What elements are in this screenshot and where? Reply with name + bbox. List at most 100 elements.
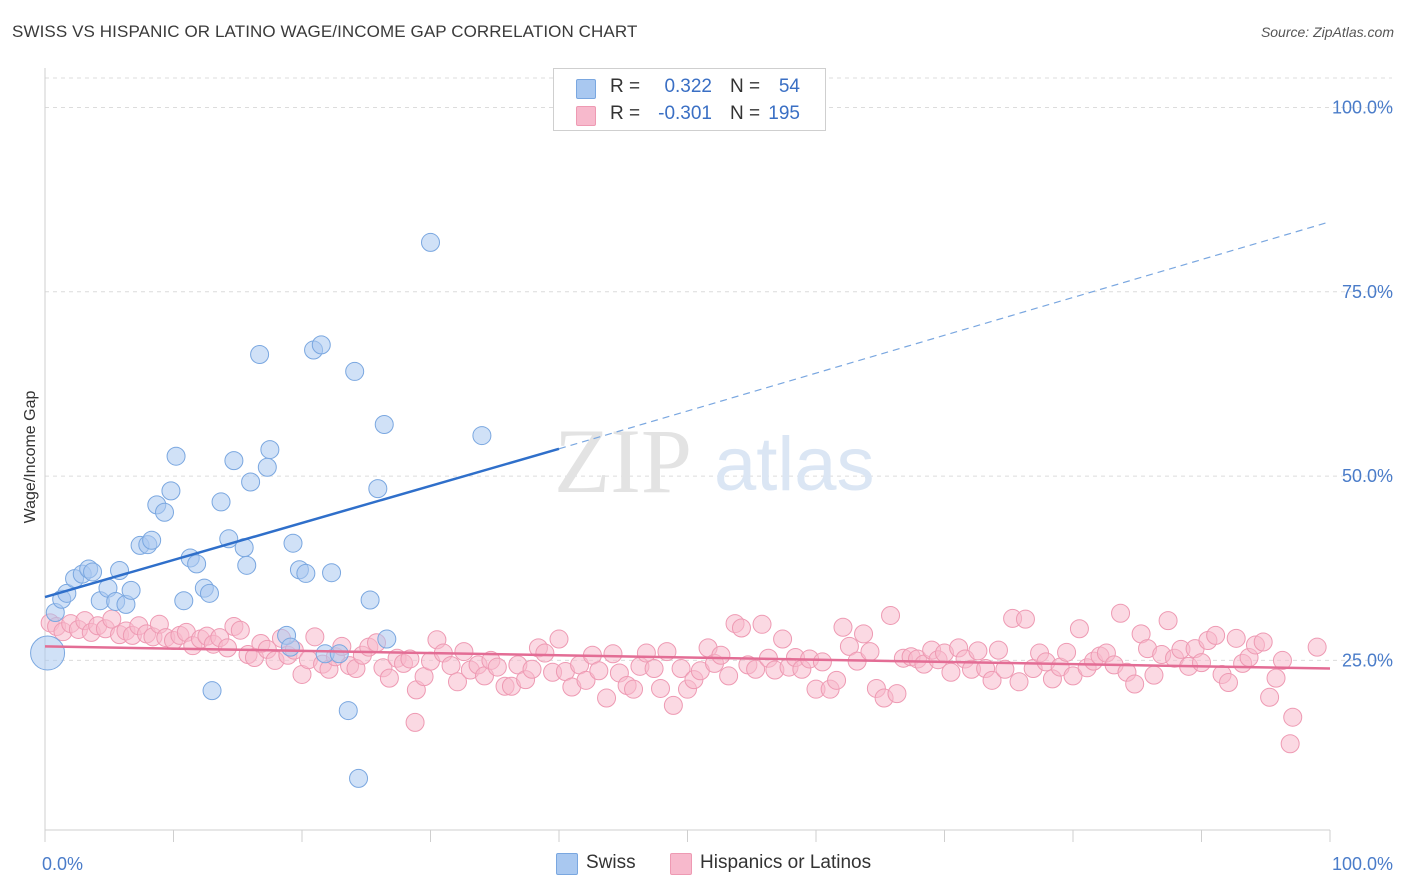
hispanic-point <box>827 670 847 690</box>
hispanic-point <box>812 652 832 672</box>
hispanic-point <box>711 645 731 665</box>
hispanic-point <box>522 659 542 679</box>
hispanic-point <box>995 659 1015 679</box>
hispanic-point <box>644 659 664 679</box>
swiss-point <box>121 580 141 600</box>
hispanic-point <box>860 642 880 662</box>
hispanic-point <box>379 668 399 688</box>
hispanic-point <box>1057 642 1077 662</box>
swiss-point <box>338 701 358 721</box>
series-hispanics-points <box>40 603 1327 754</box>
hispanic-point <box>1158 611 1178 631</box>
watermark-atlas: atlas <box>714 422 875 507</box>
hispanic-point <box>833 617 853 637</box>
hispanic-point <box>603 644 623 664</box>
hispanic-point <box>549 629 569 649</box>
swiss-point <box>199 583 219 603</box>
hispanic-point <box>746 659 766 679</box>
hispanic-point <box>400 649 420 669</box>
hispanic-point <box>589 661 609 681</box>
watermark-zip: ZIP <box>554 410 692 512</box>
hispanic-point <box>1253 632 1273 652</box>
chart-title: SWISS VS HISPANIC OR LATINO WAGE/INCOME … <box>12 22 638 41</box>
swiss-point <box>237 555 257 575</box>
hispanic-point <box>1226 628 1246 648</box>
legend-n-value: 54 <box>778 76 800 97</box>
legend-n-value: 195 <box>768 103 800 124</box>
legend-swatch-hispanics <box>670 853 692 875</box>
hispanic-point <box>102 609 122 629</box>
hispanic-point <box>441 656 461 676</box>
hispanic-point <box>1266 668 1286 688</box>
swiss-point <box>322 563 342 583</box>
swiss-point <box>187 554 207 574</box>
hispanic-point <box>731 618 751 638</box>
swiss-trend-extension <box>558 221 1331 450</box>
hispanic-point <box>854 624 874 644</box>
swiss-point <box>161 481 181 501</box>
swiss-point <box>260 440 280 460</box>
hispanic-point <box>887 684 907 704</box>
swiss-point <box>311 335 331 355</box>
trend-lines <box>44 221 1331 670</box>
swiss-point <box>174 591 194 611</box>
hispanic-point <box>651 678 671 698</box>
hispanic-point <box>447 672 467 692</box>
legend-label-hispanics: Hispanics or Latinos <box>700 852 872 873</box>
legend-row-hispanics: R = -0.301 N = 195 <box>554 101 825 127</box>
y-tick-label: 25.0% <box>1342 650 1393 670</box>
hispanic-point <box>1063 666 1083 686</box>
y-tick-label: 100.0% <box>1332 97 1393 117</box>
swiss-point <box>421 232 440 252</box>
source-credit: Source: ZipAtlas.com <box>1260 24 1394 40</box>
hispanic-point <box>1192 653 1211 673</box>
hispanic-point <box>1111 603 1131 623</box>
hispanic-point <box>1280 734 1300 754</box>
swiss-trend-line <box>44 447 560 599</box>
swiss-point <box>280 637 300 657</box>
swiss-point <box>224 451 244 471</box>
swiss-point <box>329 644 349 664</box>
hispanic-point <box>576 670 596 690</box>
hispanic-point <box>752 614 772 634</box>
hispanic-point <box>719 666 739 686</box>
swiss-point <box>83 562 103 582</box>
hispanic-point <box>1069 619 1089 639</box>
hispanic-point <box>1272 650 1292 670</box>
legend-row-swiss: R = 0.322 N = 54 <box>554 74 825 100</box>
hispanic-point <box>881 605 901 625</box>
legend-r-value: 0.322 <box>664 76 712 97</box>
hispanic-point <box>597 688 617 708</box>
hispanic-point <box>217 638 237 658</box>
hispanic-point <box>230 620 250 640</box>
hispanic-point <box>671 659 691 679</box>
y-tick-labels: 25.0% 50.0% 75.0% 100.0% <box>1332 97 1393 670</box>
hispanic-point <box>1283 707 1303 727</box>
swiss-point <box>360 590 380 610</box>
hispanic-point <box>487 657 507 677</box>
x-tick-labels: 0.0% 100.0% <box>42 854 1393 874</box>
swiss-point <box>155 502 175 522</box>
correlation-legend: R = 0.322 N = 54 R = -0.301 N = 195 <box>553 68 826 131</box>
swiss-point <box>296 563 316 583</box>
x-tick-label: 100.0% <box>1332 854 1393 874</box>
swiss-point <box>349 768 369 788</box>
y-tick-label: 50.0% <box>1342 466 1393 486</box>
hispanic-point <box>1009 672 1029 692</box>
hispanic-point <box>773 629 793 649</box>
swiss-point <box>211 492 231 512</box>
hispanic-point <box>624 679 644 699</box>
hispanic-point <box>1260 687 1280 707</box>
hispanic-point <box>405 712 425 732</box>
legend-n-label: N = <box>730 103 761 124</box>
legend-swatch-hispanics <box>576 106 596 126</box>
axes <box>44 68 1331 842</box>
swiss-point <box>30 635 66 671</box>
swiss-point <box>472 426 492 446</box>
swiss-point <box>377 629 397 649</box>
legend-label-swiss: Swiss <box>586 852 636 873</box>
legend-n-label: N = <box>730 76 761 97</box>
hispanic-point <box>988 640 1008 660</box>
watermark: ZIP atlas <box>554 410 875 512</box>
